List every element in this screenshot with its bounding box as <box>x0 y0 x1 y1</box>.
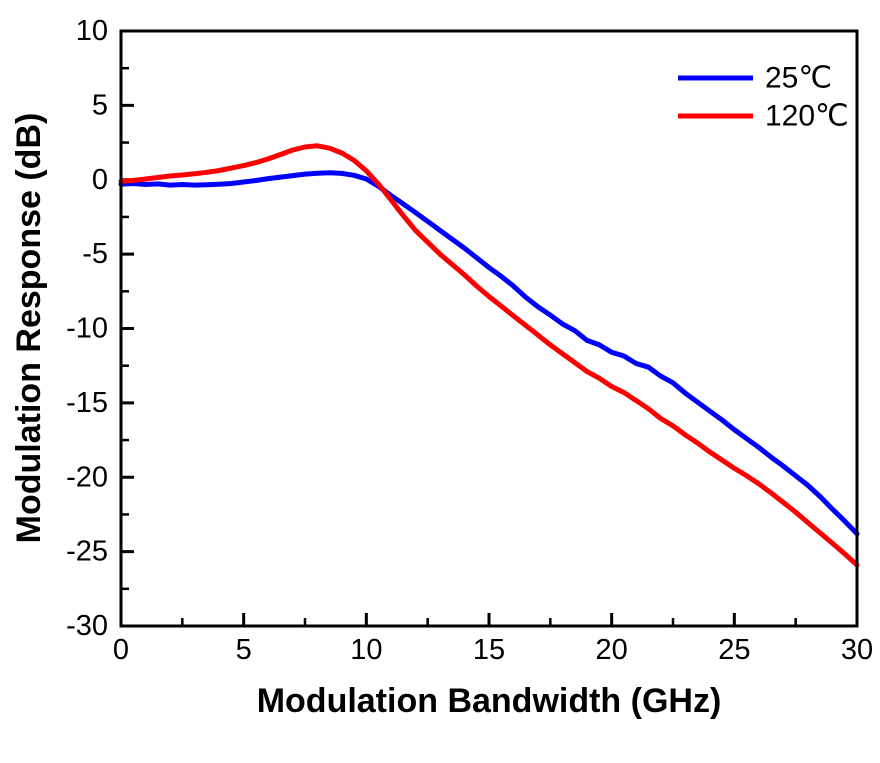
y-tick-label: -15 <box>66 387 108 419</box>
x-tick-label: 15 <box>473 634 505 666</box>
y-tick-label: -20 <box>66 461 108 493</box>
x-tick-label: 10 <box>350 634 382 666</box>
x-tick-label: 30 <box>841 634 873 666</box>
y-tick-label: 10 <box>76 15 108 47</box>
x-tick-label: 0 <box>113 634 129 666</box>
x-axis-title: Modulation Bandwidth (GHz) <box>257 682 722 720</box>
y-tick-label: -30 <box>66 610 108 642</box>
x-tick-label: 20 <box>596 634 628 666</box>
y-tick-label: -10 <box>66 313 108 345</box>
series-layer <box>118 143 860 568</box>
x-tick-label: 5 <box>236 634 252 666</box>
legend: 25℃ 120℃ <box>678 62 849 133</box>
series-line-1 <box>118 143 860 568</box>
y-tick-label: -25 <box>66 536 108 568</box>
y-tick-label: 5 <box>92 89 108 121</box>
tick-labels-layer: 0 5 10 15 20 25 30 10 5 0 -5 -10 -15 -20 -25 -30 <box>66 15 873 666</box>
legend-label-25c: 25℃ <box>765 62 832 95</box>
y-tick-label: -5 <box>82 238 108 270</box>
series-line-0 <box>118 170 860 537</box>
legend-label-120c: 120℃ <box>765 100 849 133</box>
y-axis-title: Modulation Response (dB) <box>10 113 48 544</box>
y-tick-label: 0 <box>92 164 108 196</box>
x-tick-label: 25 <box>718 634 750 666</box>
plot-frame <box>119 29 859 628</box>
